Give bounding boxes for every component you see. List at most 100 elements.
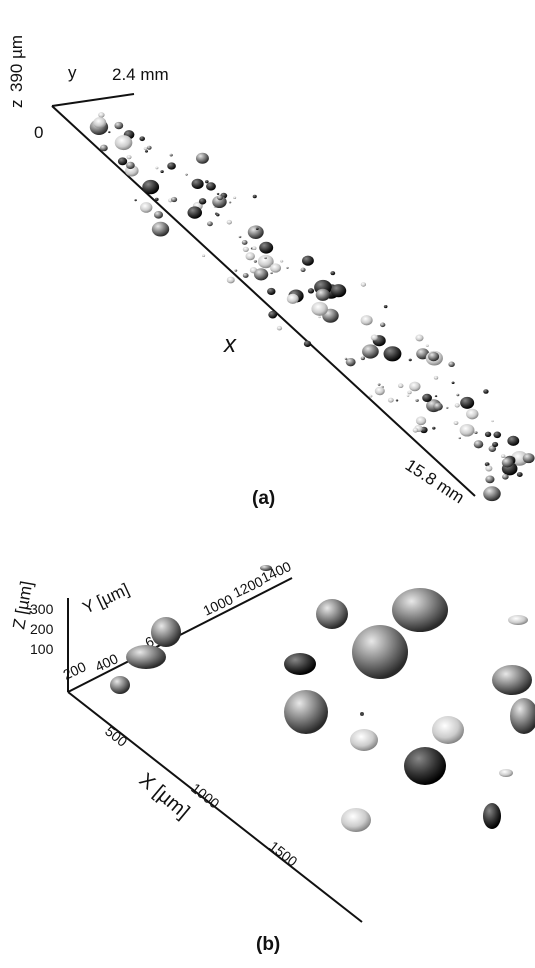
particle [361,315,373,325]
particle [409,359,412,362]
particle [369,395,372,398]
particle [311,302,327,316]
particle [491,420,494,422]
particle [375,387,385,396]
y-tick-label: 200 [61,658,89,682]
particle [127,155,132,159]
origin-label: 0 [34,123,43,142]
y-tick-label: 400 [93,650,121,674]
particle [517,472,523,477]
particle [248,225,264,239]
particle [392,588,448,632]
particle [227,220,232,225]
particle [302,256,314,266]
particle [98,112,104,118]
particle [145,150,148,153]
particle [229,201,231,203]
y-extent: 2.4 mm [112,65,169,84]
particle [196,153,209,164]
particle [361,282,366,287]
particle [260,565,272,571]
particle [284,690,328,734]
particle [413,428,419,433]
particle [499,769,513,777]
particle [217,195,223,200]
z-extent: 390 µm [7,35,26,92]
particle [167,162,176,169]
particle [192,179,204,189]
particle [264,257,266,259]
particle [407,395,410,397]
particle [287,294,299,304]
particle [502,458,513,468]
particle [510,698,535,734]
particle [185,174,187,176]
particle [352,625,408,679]
particle [254,260,257,263]
particle [139,136,145,141]
particle [301,268,306,272]
z-tick-label: 200 [30,621,54,637]
particle [140,202,152,213]
particle [259,242,273,254]
particle [483,486,501,501]
particle [426,345,429,347]
particle [493,432,501,439]
particle [432,427,435,430]
particle [118,157,127,165]
particle [206,182,216,190]
particle [452,381,455,384]
particle [280,260,283,263]
particle [243,247,249,252]
particle [362,344,379,358]
particle [100,145,108,152]
x-axis-line [52,106,475,496]
particle [243,273,249,278]
particle [508,615,528,625]
particle [460,397,474,409]
particle [155,198,159,201]
particle [433,403,443,411]
particle [110,676,130,694]
particle [485,476,494,484]
particle [227,277,235,284]
particle [207,221,213,226]
y-axis-title: Y [µm] [80,580,133,618]
particle [434,376,438,380]
particle [160,170,163,173]
particle [284,653,316,675]
particle [115,135,133,150]
particle [277,326,282,330]
particle [234,269,237,271]
particle [144,147,148,150]
particle [384,305,388,308]
particle [474,440,484,448]
y-label: y [68,63,77,82]
particle [308,288,314,293]
particle [126,162,135,169]
particle [455,403,460,407]
particle [254,268,268,280]
x-axis-title: X [µm] [135,769,194,823]
particle [154,211,163,219]
particle [155,167,158,170]
particle [108,131,110,133]
particle [371,334,378,340]
particle [331,284,346,297]
particle [345,358,348,360]
x-tick-label: 500 [102,723,130,750]
particle [483,389,488,394]
particle [114,122,123,129]
particle [202,254,205,257]
particle [151,617,181,647]
particle [170,154,173,157]
particle [239,236,242,238]
particle [350,729,378,751]
x-label: x [223,331,237,358]
particle [316,289,330,301]
z-tick-label: 300 [30,601,54,617]
particle [432,716,464,744]
x-tick-label: 1000 [188,780,223,812]
particle [256,228,259,230]
particle [316,599,348,629]
